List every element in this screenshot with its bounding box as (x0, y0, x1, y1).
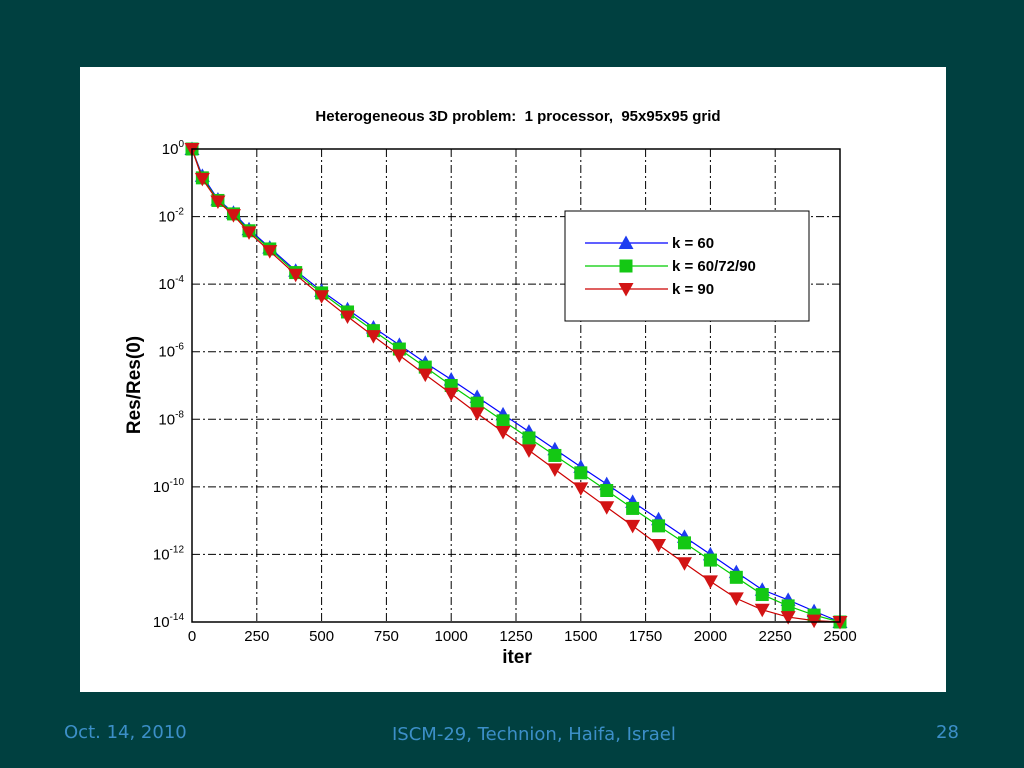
data-point (781, 599, 795, 613)
data-point (365, 330, 381, 344)
legend-marker (618, 235, 634, 249)
series-line (191, 148, 841, 623)
data-point (443, 387, 459, 402)
x-axis-title: iter (502, 647, 532, 668)
footer-date: Oct. 14, 2010 (64, 722, 187, 743)
legend-box (564, 210, 810, 322)
data-point (780, 611, 796, 625)
data-point (194, 172, 210, 187)
y-tick-labels: 100 10-2 10-4 10-6 10-8 10-10 10-12 10-14 (153, 139, 185, 631)
data-point (521, 444, 537, 458)
x-tick-label: 500 (309, 628, 334, 645)
y-tick-label: 100 (162, 139, 185, 158)
y-tick-label: 10-8 (158, 409, 184, 428)
data-point (340, 310, 356, 325)
legend-label: k = 60/72/90 (672, 258, 756, 275)
legend-marker (618, 283, 634, 297)
x-tick-label: 250 (244, 628, 269, 645)
x-tick-label: 1250 (499, 628, 532, 645)
legend-label: k = 60 (672, 235, 714, 252)
plot-frame (191, 148, 841, 623)
data-point (677, 536, 691, 550)
x-tick-labels: 0 250 500 750 1000 1250 1500 1750 2000 2250 2500 (188, 628, 857, 645)
x-tick-label: 2250 (759, 628, 792, 645)
data-point (470, 396, 484, 410)
x-tick-label: 2000 (694, 628, 727, 645)
x-tick-label: 0 (188, 628, 196, 645)
data-point (288, 268, 304, 283)
x-tick-label: 750 (374, 628, 399, 645)
data-point (210, 195, 226, 209)
data-point (241, 226, 257, 240)
series-line (191, 148, 841, 623)
y-tick-label: 10-14 (153, 612, 185, 631)
data-point (522, 431, 536, 445)
data-point (626, 501, 640, 515)
data-point (728, 592, 744, 606)
data-point (755, 588, 769, 602)
data-point (729, 570, 743, 584)
series-3 (184, 143, 848, 630)
footer-venue: ISCM-29, Technion, Haifa, Israel (392, 724, 676, 745)
series-line (191, 148, 841, 623)
data-point (652, 519, 666, 533)
data-point (703, 553, 717, 567)
data-point (600, 484, 614, 498)
x-tick-label: 1000 (435, 628, 468, 645)
y-tick-label: 10-6 (158, 342, 184, 361)
y-axis-title: Res/Res(0) (124, 336, 145, 434)
data-point (676, 557, 692, 571)
y-tick-label: 10-2 (158, 207, 184, 226)
legend: k = 60 k = 60/72/90 k = 90 (564, 210, 810, 322)
data-point (495, 426, 511, 440)
convergence-chart: Heterogeneous 3D problem: 1 processor, 9… (124, 108, 857, 668)
data-point (262, 245, 278, 259)
y-tick-label: 10-10 (153, 477, 185, 496)
data-point (625, 519, 641, 534)
footer-page-number: 28 (936, 722, 959, 743)
data-point (702, 575, 718, 589)
data-point (754, 603, 770, 618)
x-tick-label: 2500 (823, 628, 856, 645)
data-point (391, 349, 407, 363)
legend-marker (619, 259, 633, 273)
chart-title: Heterogeneous 3D problem: 1 processor, 9… (315, 108, 720, 125)
data-point (417, 368, 433, 383)
data-point (573, 482, 589, 496)
data-point (548, 448, 562, 462)
data-point (469, 407, 485, 421)
data-point (574, 466, 588, 480)
data-point (599, 501, 615, 515)
series-group (184, 141, 848, 630)
x-tick-label: 1750 (629, 628, 662, 645)
data-point (314, 290, 330, 304)
data-point (547, 463, 563, 477)
y-tick-label: 10-12 (153, 544, 185, 563)
chart-figure: Heterogeneous 3D problem: 1 processor, 9… (80, 67, 946, 692)
data-point (496, 414, 510, 428)
data-point (651, 539, 667, 553)
y-tick-label: 10-4 (158, 274, 184, 293)
data-point (225, 209, 241, 223)
legend-label: k = 90 (672, 281, 714, 298)
x-tick-label: 1500 (564, 628, 597, 645)
